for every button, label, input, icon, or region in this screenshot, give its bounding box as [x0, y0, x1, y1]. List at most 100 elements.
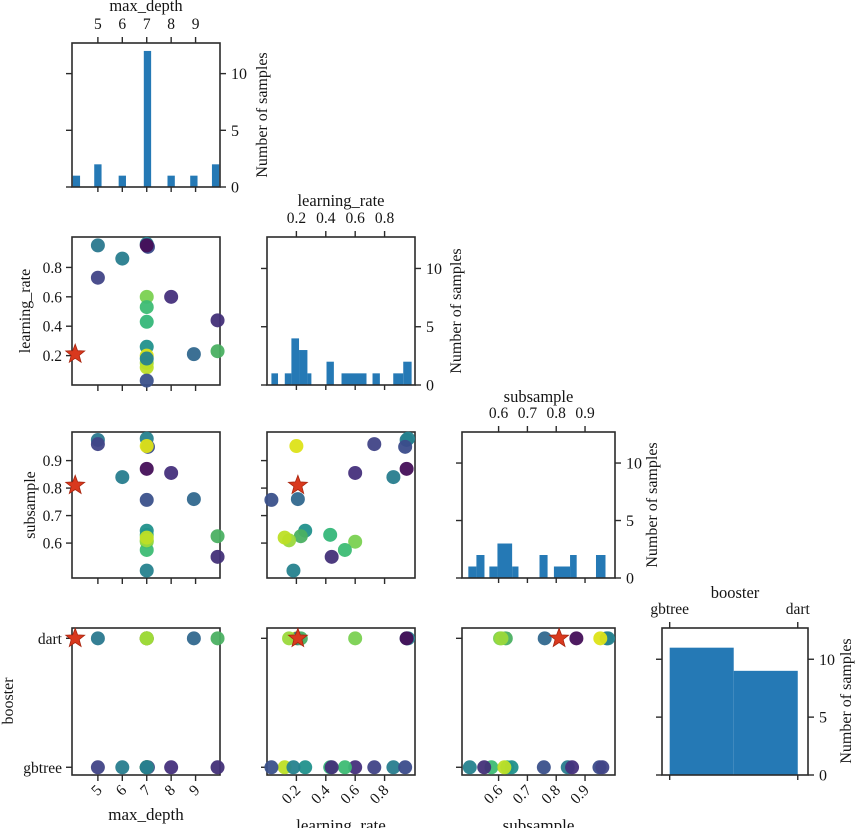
histogram-bar [372, 373, 380, 385]
scatter-dot [139, 492, 154, 507]
tick-label: 10 [626, 456, 642, 473]
scatter-dot [398, 760, 413, 775]
scatter-dot [537, 631, 552, 646]
tick-label: 9 [192, 16, 200, 33]
best-trial-star [287, 474, 309, 495]
tick-label: 0.7 [510, 782, 536, 808]
scatter-dot [536, 760, 551, 775]
histogram-bar [468, 566, 477, 578]
tick-label: 5 [426, 319, 434, 336]
scatter-dot [264, 760, 279, 775]
scatter-dot [90, 631, 105, 646]
scatter-dot [210, 529, 225, 544]
scatter-dot [595, 760, 610, 775]
scatter-dot [139, 461, 154, 476]
histogram-bar [72, 175, 81, 187]
scatter-dot [139, 238, 154, 253]
scatter-dot [593, 631, 608, 646]
scatter-dot [477, 760, 492, 775]
tick-label: 0.6 [345, 210, 365, 227]
scatter-dot [367, 760, 382, 775]
scatter-dot [139, 373, 154, 388]
scatter-dot [324, 760, 339, 775]
tick-label: 10 [426, 261, 442, 278]
scatter-dot [210, 631, 225, 646]
xlabel-subsample: subsample [502, 816, 575, 828]
scatter-dot [337, 760, 352, 775]
tick-label: 0 [626, 571, 634, 588]
tick-label: 5 [88, 782, 106, 800]
scatter-dot [386, 470, 401, 485]
best-trial-star [64, 342, 86, 364]
tick-label: 8 [161, 782, 179, 800]
scatter-dot [348, 631, 363, 646]
tick-label: 0.8 [547, 405, 567, 422]
histogram-bar [733, 670, 798, 775]
scatter-dot [90, 238, 105, 253]
histogram-bar [669, 647, 734, 775]
scatter-dot [386, 760, 401, 775]
tick-label: 5 [819, 710, 827, 727]
scatter-dot [115, 251, 130, 266]
histogram-bar [393, 373, 404, 385]
scatter-dot [210, 549, 225, 564]
scatter-dot [210, 760, 225, 775]
histogram-bar [341, 373, 367, 385]
tick-label: 0.2 [43, 348, 62, 365]
panel-frame [266, 431, 416, 579]
tick-label: 0.6 [481, 782, 507, 808]
scatter-dot [293, 529, 308, 544]
histogram-bar [118, 175, 126, 187]
tick-label: 0.9 [567, 782, 593, 808]
scatter-dot [286, 563, 301, 578]
count-axis-label-row4: Number of samples [838, 638, 855, 764]
tick-label: gbtree [650, 601, 689, 618]
scatter-dot [497, 760, 512, 775]
histogram-bar [271, 373, 279, 385]
xlabel-max-depth: max_depth [108, 805, 184, 824]
best-trial-star [548, 627, 570, 648]
scatter-dot [348, 465, 363, 480]
scatter-dot [565, 760, 580, 775]
tick-label: 7 [137, 782, 155, 800]
tick-label: 0.8 [375, 210, 395, 227]
scatter-dot [289, 439, 304, 454]
tick-label: 0.4 [316, 210, 336, 227]
tick-label: 7 [143, 16, 151, 33]
tick-label: 0.8 [367, 782, 393, 808]
histogram-bar [489, 566, 498, 578]
scatter-dot [139, 314, 154, 329]
scatter-dot [139, 563, 154, 578]
histogram-bar [497, 543, 513, 578]
scatter-dot [286, 760, 301, 775]
scatter-dot [399, 461, 414, 476]
histogram-bar [190, 175, 198, 187]
title-subsample: subsample [503, 387, 574, 406]
histogram-bar [570, 555, 577, 578]
histogram-bar [284, 373, 292, 385]
xlabel-learning-rate: learning_rate [296, 816, 386, 828]
scatter-dot [90, 760, 105, 775]
tick-label: 0.6 [43, 536, 63, 553]
scatter-dot [494, 631, 509, 646]
scatter-dot [139, 300, 154, 315]
count-axis-label-row2: Number of samples [448, 248, 465, 374]
scatter-dot [90, 270, 105, 285]
scatter-dot [139, 760, 154, 775]
histogram-bar [476, 555, 485, 578]
panel-frame [461, 627, 616, 776]
histogram-bar [94, 164, 102, 187]
tick-label: 6 [113, 782, 131, 800]
tick-label: 0 [231, 180, 239, 197]
tick-label: 0 [819, 768, 827, 785]
tick-label: 0.6 [489, 405, 509, 422]
scatter-dot [186, 347, 201, 362]
tick-label: 8 [167, 16, 175, 33]
scatter-dot [367, 437, 382, 452]
histogram-bar [143, 50, 152, 187]
scatter-dot [115, 470, 130, 485]
tick-label: 0.7 [518, 405, 538, 422]
scatter-dot [90, 437, 105, 452]
best-trial-star [287, 627, 309, 648]
